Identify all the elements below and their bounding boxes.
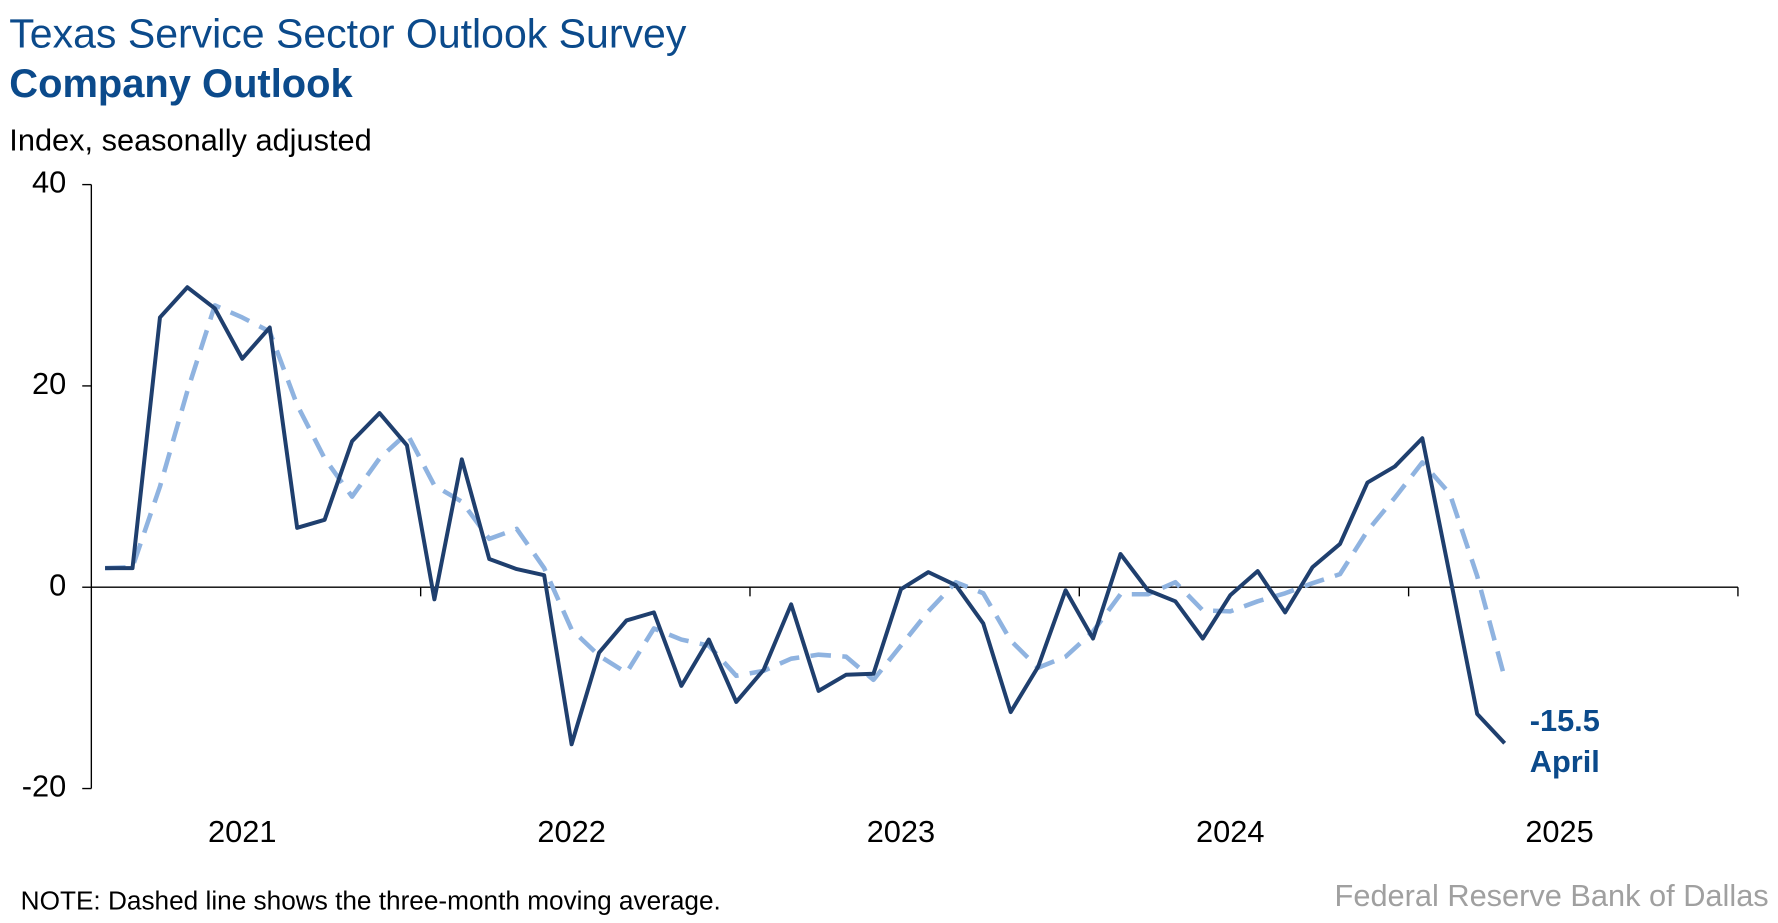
x-tick-label: 2023 — [867, 814, 935, 849]
x-tick-label: 2024 — [1196, 814, 1264, 849]
note: NOTE: Dashed line shows the three-month … — [21, 885, 721, 915]
y-tick-label: -20 — [22, 769, 66, 804]
source: Federal Reserve Bank of Dallas — [1335, 878, 1769, 913]
chart-title: Texas Service Sector Outlook Survey — [9, 10, 687, 56]
x-tick-label: 2021 — [208, 814, 276, 849]
y-tick-label: 40 — [32, 165, 66, 200]
x-tick-label: 2022 — [537, 814, 605, 849]
y-axis-label: Index, seasonally adjusted — [9, 123, 371, 158]
value-label: -15.5 — [1530, 703, 1600, 738]
series-line — [104, 303, 1507, 683]
y-tick-label: 0 — [49, 567, 66, 602]
series-line — [105, 285, 1507, 747]
y-tick-label: 20 — [32, 366, 66, 401]
annotation: April — [1530, 744, 1600, 779]
chart-subtitle: Company Outlook — [9, 62, 353, 106]
x-tick-label: 2025 — [1525, 814, 1593, 849]
